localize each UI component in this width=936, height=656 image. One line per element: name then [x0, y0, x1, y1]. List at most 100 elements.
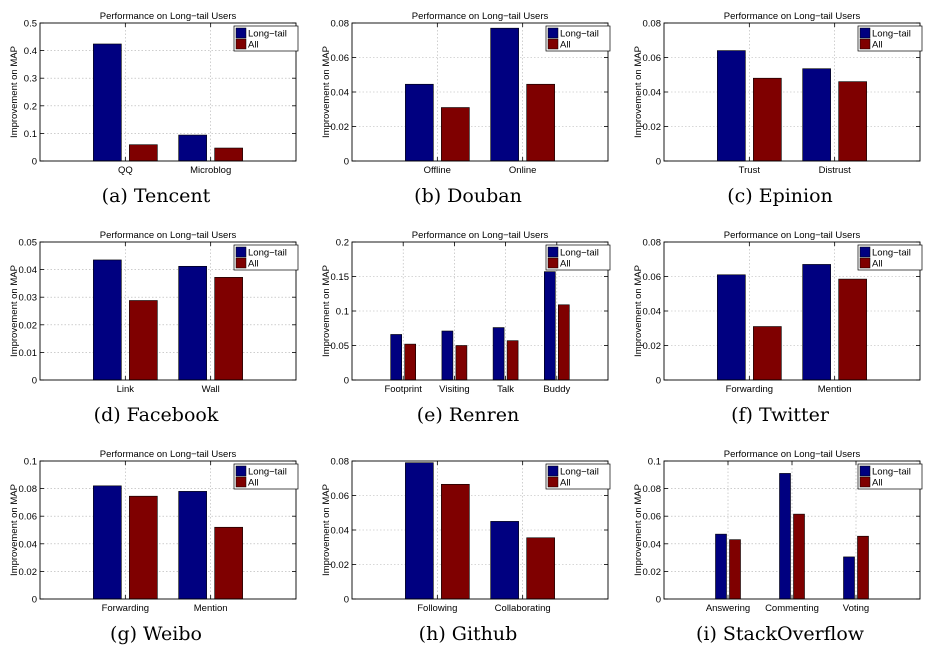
legend-swatch: [547, 27, 559, 39]
legend-swatch: [859, 246, 871, 258]
legend-label: All: [872, 40, 883, 51]
chart-panel: 0 0.02 0.04 0.06 0.08 Trust Distrust Performanc…: [624, 0, 936, 218]
bar: [544, 271, 556, 381]
legend-swatch: [547, 257, 559, 269]
x-tick-label: Commenting: [765, 603, 819, 614]
chart-panel: 0 0.02 0.04 0.06 0.08 0.1 Answering Commenting V…: [624, 438, 936, 656]
x-tick-label: Link: [117, 384, 135, 395]
y-tick-label: 0.06: [331, 53, 350, 64]
legend-swatch: [235, 465, 247, 477]
bar-chart: 0 0.02 0.04 0.06 0.08 Trust Distrust Performanc…: [633, 11, 923, 176]
bar-chart: 0 0.02 0.04 0.06 0.08 0.1 Answering Commenting V…: [633, 449, 923, 614]
legend-label: All: [248, 259, 259, 270]
y-tick-label: 0.02: [331, 560, 350, 571]
legend-swatch: [235, 27, 247, 39]
bar: [526, 537, 555, 600]
y-tick-label: 0: [344, 376, 349, 387]
bar: [838, 81, 867, 162]
x-tick-label: Wall: [202, 384, 220, 395]
chart-panel: 0 0.02 0.04 0.06 0.08 0.1 Forwarding Mention Per…: [0, 438, 312, 656]
legend-swatch: [235, 257, 247, 269]
bar: [93, 259, 122, 381]
bar: [492, 327, 505, 381]
legend-swatch: [235, 476, 247, 488]
y-tick-label: 0.2: [24, 101, 37, 112]
y-axis-label: Improvement on MAP: [9, 46, 20, 138]
x-tick-label: QQ: [118, 165, 133, 176]
x-tick-label: Visiting: [439, 384, 469, 395]
legend-swatch: [859, 465, 871, 477]
bar: [129, 495, 158, 600]
subfigure-caption: (c) Epinion: [727, 185, 833, 207]
x-tick-label: Voting: [843, 603, 869, 614]
y-axis-label: Improvement on MAP: [321, 484, 332, 576]
y-tick-label: 0.04: [19, 539, 38, 550]
bar: [441, 483, 470, 600]
subfigure-caption: (b) Douban: [414, 185, 522, 207]
bar: [753, 77, 782, 162]
bar: [717, 50, 746, 162]
y-tick-label: 0.1: [648, 457, 661, 468]
bar: [214, 147, 243, 162]
x-tick-label: Offline: [424, 165, 451, 176]
y-tick-label: 0.06: [19, 512, 38, 523]
chart-panel: 0 0.01 0.02 0.03 0.04 0.05 Link Wall Performance…: [0, 219, 312, 437]
bar: [729, 539, 741, 600]
bar: [405, 462, 434, 600]
legend-label: All: [560, 259, 571, 270]
legend-swatch: [859, 257, 871, 269]
bar: [843, 556, 855, 600]
legend-label: Long−tail: [248, 467, 287, 478]
y-tick-label: 0.02: [19, 567, 38, 578]
x-tick-label: Trust: [739, 165, 761, 176]
bar: [441, 107, 470, 162]
y-axis-label: Improvement on MAP: [633, 265, 644, 357]
y-tick-label: 0.4: [24, 46, 37, 57]
legend-label: Long−tail: [560, 467, 599, 478]
legend-swatch: [547, 465, 559, 477]
legend-label: Long−tail: [560, 248, 599, 259]
bar: [455, 345, 468, 381]
bar: [490, 521, 519, 600]
legend-swatch: [859, 27, 871, 39]
y-axis-label: Improvement on MAP: [633, 484, 644, 576]
y-tick-label: 0.3: [24, 74, 37, 85]
y-tick-label: 0.02: [643, 567, 662, 578]
legend-swatch: [859, 476, 871, 488]
bar: [129, 144, 158, 162]
y-tick-label: 0.02: [643, 341, 662, 352]
y-tick-label: 0.05: [331, 341, 350, 352]
chart-panel: 0 0.05 0.1 0.15 0.2 Footprint Visiting Talk Budd…: [312, 219, 624, 437]
chart-title: Performance on Long−tail Users: [724, 449, 861, 460]
x-tick-label: Talk: [497, 384, 514, 395]
bar-chart: 0 0.01 0.02 0.03 0.04 0.05 Link Wall Performance…: [9, 230, 299, 395]
bar: [178, 134, 207, 162]
bar: [717, 274, 746, 381]
chart-title: Performance on Long−tail Users: [100, 11, 237, 22]
legend-label: All: [872, 478, 883, 489]
y-tick-label: 0.04: [331, 88, 350, 99]
x-tick-label: Microblog: [190, 165, 231, 176]
chart-title: Performance on Long−tail Users: [724, 230, 861, 241]
bar: [441, 330, 454, 381]
bar: [390, 334, 402, 381]
y-tick-label: 0.04: [643, 539, 662, 550]
y-tick-label: 0.04: [643, 307, 662, 318]
axes-frame: [351, 460, 609, 600]
y-tick-label: 0.04: [643, 88, 662, 99]
axes-frame: [39, 22, 297, 162]
bar: [490, 27, 519, 162]
x-tick-label: Following: [417, 603, 457, 614]
legend-label: Long−tail: [872, 29, 911, 40]
y-tick-label: 0.02: [331, 122, 350, 133]
bar: [802, 264, 831, 381]
y-tick-label: 0.06: [643, 272, 662, 283]
subfigure-caption: (e) Renren: [416, 404, 520, 426]
legend-label: Long−tail: [872, 248, 911, 259]
y-tick-label: 0.04: [19, 265, 38, 276]
x-tick-label: Mention: [194, 603, 228, 614]
